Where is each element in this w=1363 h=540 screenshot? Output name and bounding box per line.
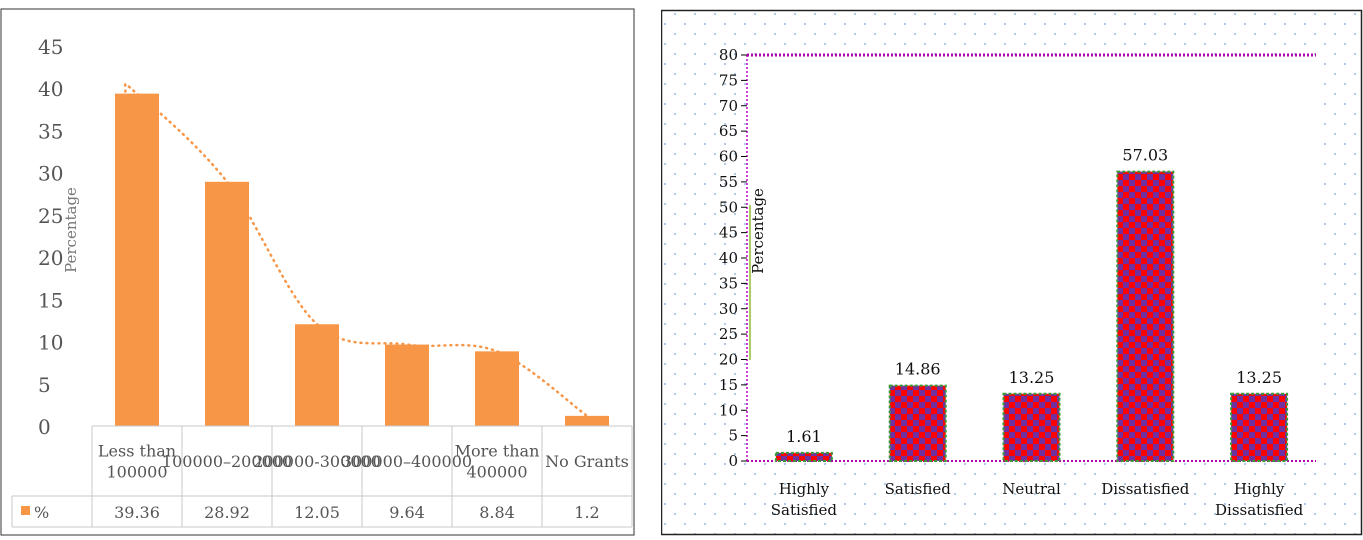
data-label: 14.86 (895, 360, 941, 379)
table-value: 8.84 (479, 503, 515, 522)
y-tick-label: 25 (38, 204, 63, 228)
right-chart: 0 5 10 15 20 25 30 35 40 45 50 55 60 65 70 75 80 Percenta… (660, 9, 1363, 536)
left-chart: 0 5 10 15 20 25 30 35 40 45 Percentage Less than 100… (0, 8, 635, 536)
y-tick-label: 55 (719, 173, 738, 191)
trendline (123, 82, 589, 418)
right-chart-panel: 0 5 10 15 20 25 30 35 40 45 50 55 60 65 70 75 80 Percenta… (660, 0, 1363, 536)
y-tick-label: 80 (719, 46, 738, 64)
category-label: 300000–400000 (342, 452, 472, 471)
y-tick-label: 60 (719, 148, 738, 166)
bar (1002, 392, 1061, 463)
table-value: 9.64 (389, 503, 425, 522)
table-value: 1.2 (574, 503, 599, 522)
y-tick-label: 70 (719, 97, 738, 115)
table-value: 28.92 (204, 503, 250, 522)
y-tick-label: 35 (38, 119, 63, 143)
y-tick-label: 45 (719, 224, 738, 242)
chart-area-border (0, 8, 635, 536)
y-axis-title: Percentage (749, 188, 767, 274)
category-label: Satisfied (885, 480, 952, 498)
y-tick-label: 75 (719, 71, 738, 89)
bar (888, 384, 947, 463)
bar (1230, 392, 1289, 463)
y-tick-label: 10 (719, 401, 738, 419)
category-label: Neutral (1002, 480, 1061, 498)
y-tick-label: 20 (38, 246, 63, 270)
y-tick-label: 30 (38, 162, 63, 186)
y-tick-label: 10 (38, 331, 63, 355)
category-label: Dissatisfied (1101, 480, 1190, 498)
y-tick-label: 5 (728, 427, 738, 445)
category-label: More than 400000 (455, 442, 540, 482)
y-tick-label: 5 (38, 373, 51, 397)
category-label: Less than 100000 (98, 442, 176, 482)
y-tick-label: 35 (719, 274, 738, 292)
table-value: 39.36 (114, 503, 160, 522)
category-label: 200000-300000 (253, 452, 381, 471)
legend-label: % (34, 503, 49, 522)
category-label: No Grants (545, 452, 629, 471)
left-chart-panel: 0 5 10 15 20 25 30 35 40 45 Percentage Less than 100… (0, 0, 636, 536)
y-tick-label: 0 (38, 415, 51, 439)
bar (385, 344, 429, 426)
legend-key (21, 506, 30, 515)
y-tick-label: 0 (728, 452, 738, 470)
bar (205, 181, 249, 426)
y-tick-label: 30 (719, 300, 738, 318)
y-tick-label: 40 (719, 249, 738, 267)
bar (295, 324, 339, 426)
y-tick-label: 20 (719, 351, 738, 369)
y-tick-label: 50 (719, 198, 738, 216)
bar (774, 451, 833, 463)
bar (565, 415, 609, 426)
table-value: 12.05 (294, 503, 340, 522)
y-tick-label: 65 (719, 122, 738, 140)
bar (1116, 170, 1175, 462)
y-axis-title: Percentage (62, 187, 80, 273)
y-tick-label: 40 (38, 77, 63, 101)
data-label: 57.03 (1122, 146, 1168, 165)
bar (475, 351, 519, 426)
data-label: 1.61 (786, 427, 822, 446)
y-tick-label: 45 (38, 35, 63, 59)
data-label: 13.25 (1236, 368, 1282, 387)
y-tick-label: 25 (719, 325, 738, 343)
data-label: 13.25 (1009, 368, 1055, 387)
y-tick-label: 15 (38, 288, 63, 312)
category-label: 100000–200000 (162, 452, 292, 471)
category-label: Highly Dissatisfied (1215, 480, 1304, 519)
bar (115, 93, 159, 427)
y-tick-label: 15 (719, 376, 738, 394)
category-label: Highly Satisfied (771, 480, 838, 519)
